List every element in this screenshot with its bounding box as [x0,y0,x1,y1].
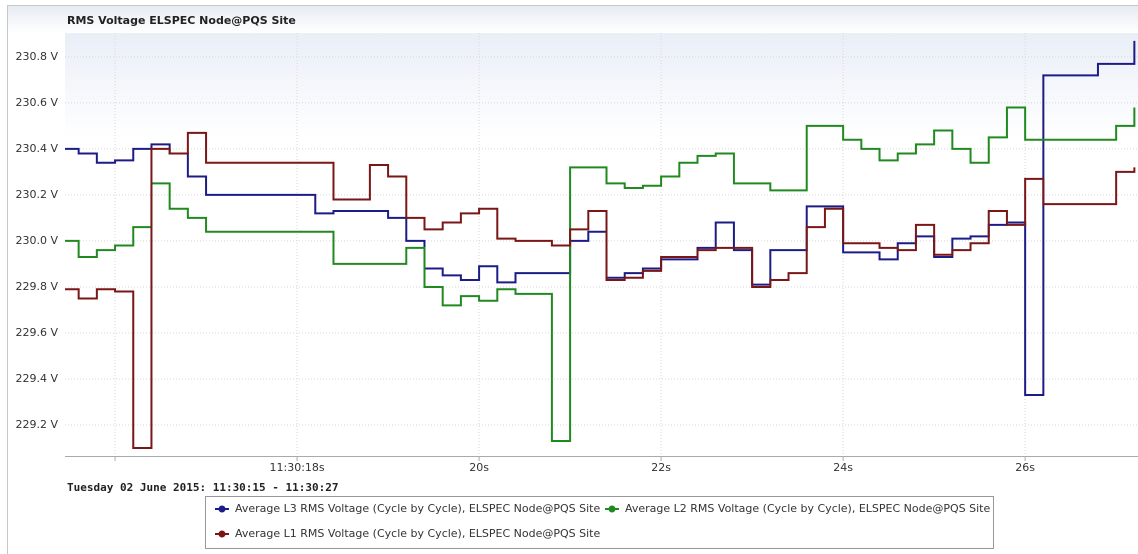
y-tick-label: 230.8 V [15,50,58,63]
legend [205,496,994,549]
chart-title: RMS Voltage ELSPEC Node@PQS Site [67,14,296,27]
series-line [65,131,1136,449]
legend-label: Average L2 RMS Voltage (Cycle by Cycle),… [625,502,990,515]
legend-swatch [218,530,226,538]
title-bar [7,5,1138,33]
legend-label: Average L3 RMS Voltage (Cycle by Cycle),… [235,502,600,515]
y-tick-label: 229.8 V [15,280,58,293]
x-tick-label: 11:30:18s [270,461,325,474]
x-tick-label: 22s [651,461,671,474]
plot-area [65,33,1138,456]
y-tick-label: 230.0 V [15,234,58,247]
y-tick-label: 230.6 V [15,96,58,109]
x-tick-label: 24s [833,461,853,474]
legend-swatch [218,505,226,513]
y-tick-label: 230.2 V [15,188,58,201]
legend-swatch [608,505,616,513]
y-tick-label: 229.2 V [15,418,58,431]
x-tick-label: 26s [1015,461,1035,474]
y-tick-label: 229.6 V [15,326,58,339]
legend-label: Average L1 RMS Voltage (Cycle by Cycle),… [235,527,600,540]
y-tick-label: 229.4 V [15,372,58,385]
x-tick-label: 20s [469,461,489,474]
series-line [65,106,1136,443]
y-tick-label: 230.4 V [15,142,58,155]
subtitle: Tuesday 02 June 2015: 11:30:15 - 11:30:2… [67,481,339,494]
